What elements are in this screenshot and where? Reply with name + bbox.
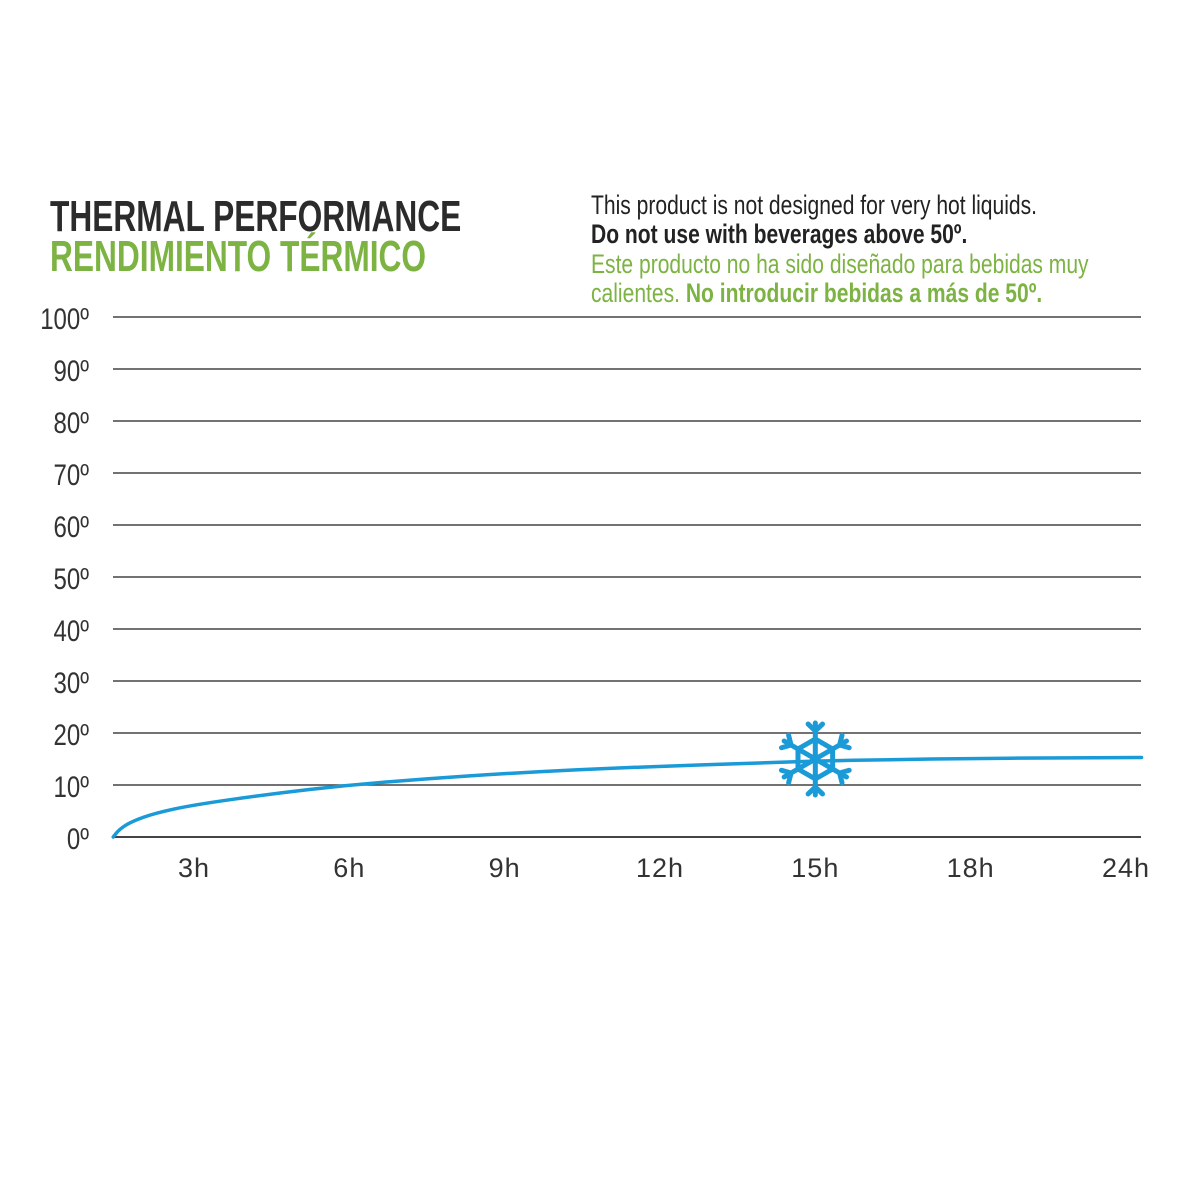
y-tick-label: 60º [54,509,90,543]
y-tick-label: 20º [54,717,90,751]
y-tick-label: 40º [54,613,90,647]
y-tick-label: 30º [54,665,90,699]
title-english: THERMAL PERFORMANCE [50,192,462,241]
x-tick-label: 9h [489,853,521,883]
y-tick-label: 100º [40,301,89,335]
y-tick-label: 50º [54,561,90,595]
y-tick-label: 90º [54,353,90,387]
note-line-4-regular: calientes. [591,278,686,308]
note-line-3: Este producto no ha sido diseñado para b… [591,249,1089,279]
snowflake-icon [778,720,852,798]
snowflake-shape [778,720,852,798]
series-line-cold [111,755,1144,839]
y-tick-label: 10º [54,769,90,803]
x-tick-label: 6h [333,853,365,883]
x-tick-label: 3h [178,853,210,883]
note-line-4: calientes. No introducir bebidas a más d… [591,278,1042,309]
y-tick-label: 70º [54,457,90,491]
note-line-2: Do not use with beverages above 50º. [591,219,968,249]
note-line-4-bold: No introducir bebidas a más de 50º. [685,278,1043,308]
x-tick-label: 24h [1102,853,1150,883]
x-tick-label: 15h [791,853,839,883]
y-tick-label: 0º [67,821,89,855]
x-tick-label: 12h [636,853,684,883]
note-line-1: This product is not designed for very ho… [591,190,1038,220]
y-tick-label: 80º [54,405,90,439]
title-spanish: RENDIMIENTO TÉRMICO [50,232,427,281]
x-tick-label: 18h [947,853,995,883]
